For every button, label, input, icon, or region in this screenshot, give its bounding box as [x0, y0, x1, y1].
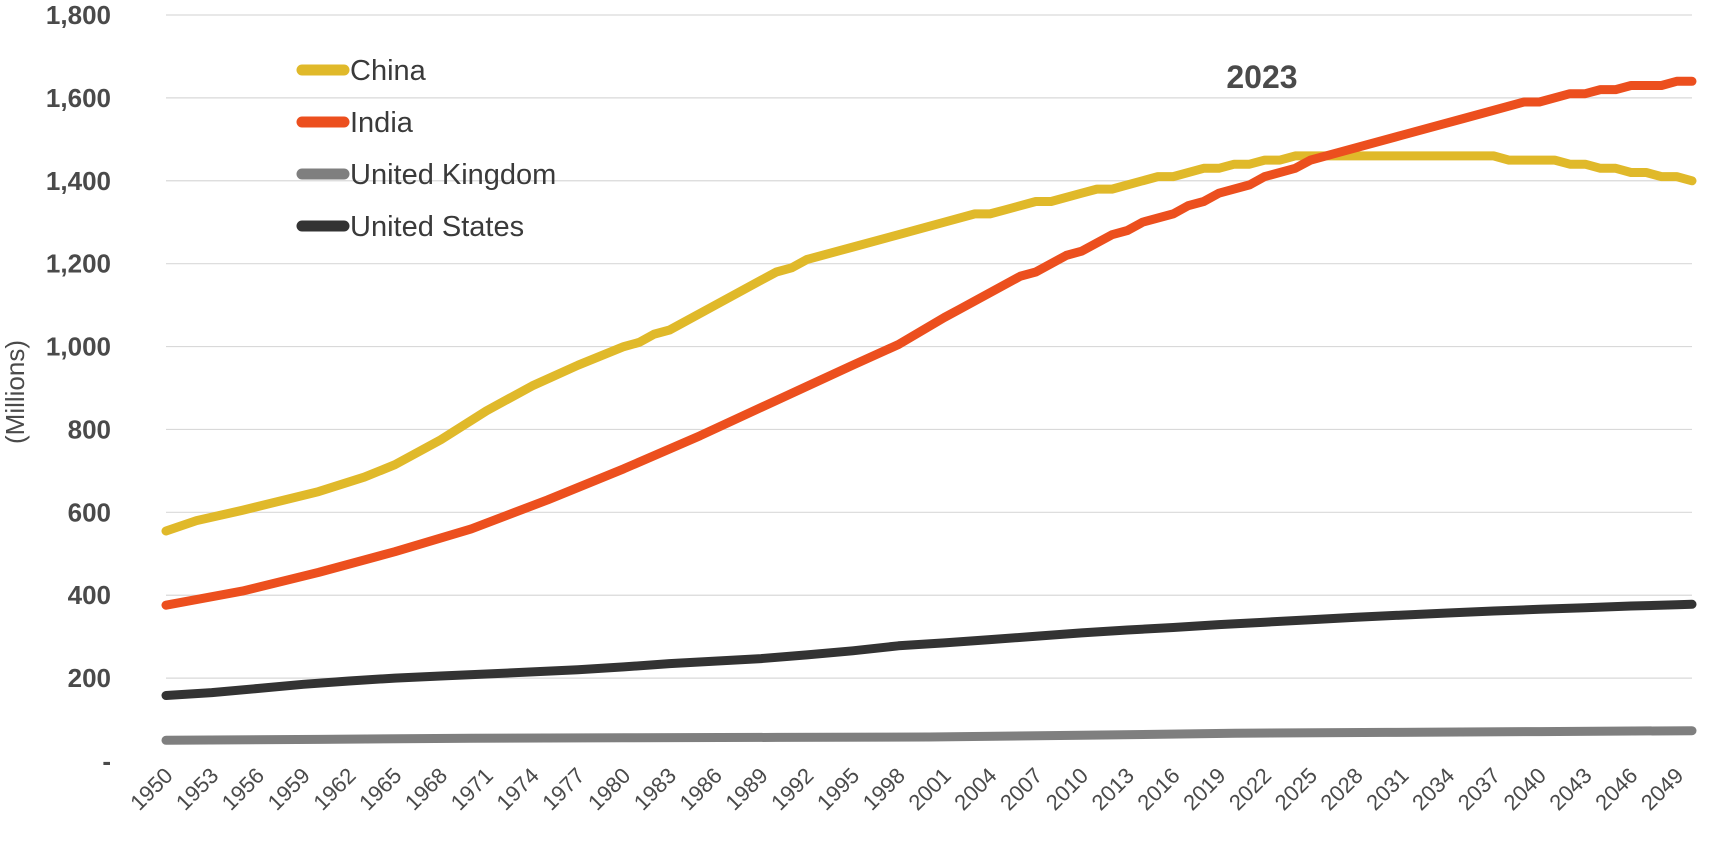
- y-tick-label: 1,000: [46, 332, 111, 362]
- x-tick-label: 1992: [766, 763, 818, 815]
- x-tick-label: 1995: [812, 763, 864, 815]
- legend-label-united-kingdom: United Kingdom: [350, 159, 556, 191]
- x-tick-label: 2043: [1544, 763, 1596, 815]
- x-tick-label: 1962: [308, 763, 360, 815]
- y-tick-label: 1,400: [46, 166, 111, 196]
- series-line-china: [161, 151, 1697, 536]
- x-tick-label: 2049: [1636, 763, 1688, 815]
- y-axis: - 200 400 600 800 1,000 1,200 1,400 1,600 1,800: [46, 0, 111, 776]
- y-tick-label: 1,800: [46, 0, 111, 30]
- series-line-india: [161, 76, 1697, 610]
- x-tick-label: 1980: [583, 763, 635, 815]
- x-tick-label: 2034: [1407, 763, 1459, 815]
- legend-label-china: China: [350, 55, 427, 87]
- x-tick-label: 2004: [949, 763, 1001, 815]
- legend-label-india: India: [350, 107, 414, 139]
- x-tick-label: 2031: [1361, 763, 1413, 815]
- x-tick-label: 2013: [1087, 763, 1139, 815]
- x-tick-label: 2022: [1224, 763, 1276, 815]
- x-tick-label: 1956: [217, 763, 269, 815]
- x-tick-label: 2037: [1453, 763, 1505, 815]
- y-tick-label: 600: [68, 497, 111, 527]
- series-line-united-kingdom: [161, 726, 1697, 745]
- x-tick-label: 1977: [537, 763, 589, 815]
- x-tick-label: 1965: [354, 763, 406, 815]
- y-tick-label: 1,200: [46, 249, 111, 279]
- x-tick-label: 2010: [1041, 763, 1093, 815]
- x-tick-label: 2040: [1499, 763, 1551, 815]
- x-tick-label: 1953: [171, 763, 223, 815]
- x-tick-label: 2046: [1590, 763, 1642, 815]
- gridlines: [166, 14, 1692, 679]
- x-tick-label: 1950: [125, 763, 177, 815]
- x-tick-label: 2007: [995, 763, 1047, 815]
- y-tick-label: 1,600: [46, 83, 111, 113]
- x-tick-label: 1983: [629, 763, 681, 815]
- series-lines: [161, 76, 1697, 745]
- y-tick-label: 200: [68, 663, 111, 693]
- x-tick-label: 1971: [446, 763, 498, 815]
- y-axis-title: (Millions): [0, 340, 30, 444]
- y-tick-label: -: [102, 746, 111, 776]
- x-tick-label: 2028: [1316, 763, 1368, 815]
- x-tick-label: 1989: [720, 763, 772, 815]
- x-tick-label: 1974: [491, 763, 543, 815]
- x-tick-label: 2001: [904, 763, 956, 815]
- x-tick-label: 2025: [1270, 763, 1322, 815]
- y-tick-label: 400: [68, 580, 111, 610]
- x-tick-label: 1986: [675, 763, 727, 815]
- legend-label-united-states: United States: [350, 211, 524, 243]
- x-tick-label: 2019: [1178, 763, 1230, 815]
- x-axis: 1950195319561959196219651968197119741977…: [125, 763, 1688, 815]
- x-tick-label: 1959: [263, 763, 315, 815]
- series-line-united-states: [161, 599, 1697, 700]
- annotation-2023: 2023: [1226, 59, 1297, 95]
- x-tick-label: 2016: [1132, 763, 1184, 815]
- y-tick-label: 800: [68, 414, 111, 444]
- x-tick-label: 1998: [858, 763, 910, 815]
- x-tick-label: 1968: [400, 763, 452, 815]
- legend: China India United Kingdom United States: [296, 55, 556, 243]
